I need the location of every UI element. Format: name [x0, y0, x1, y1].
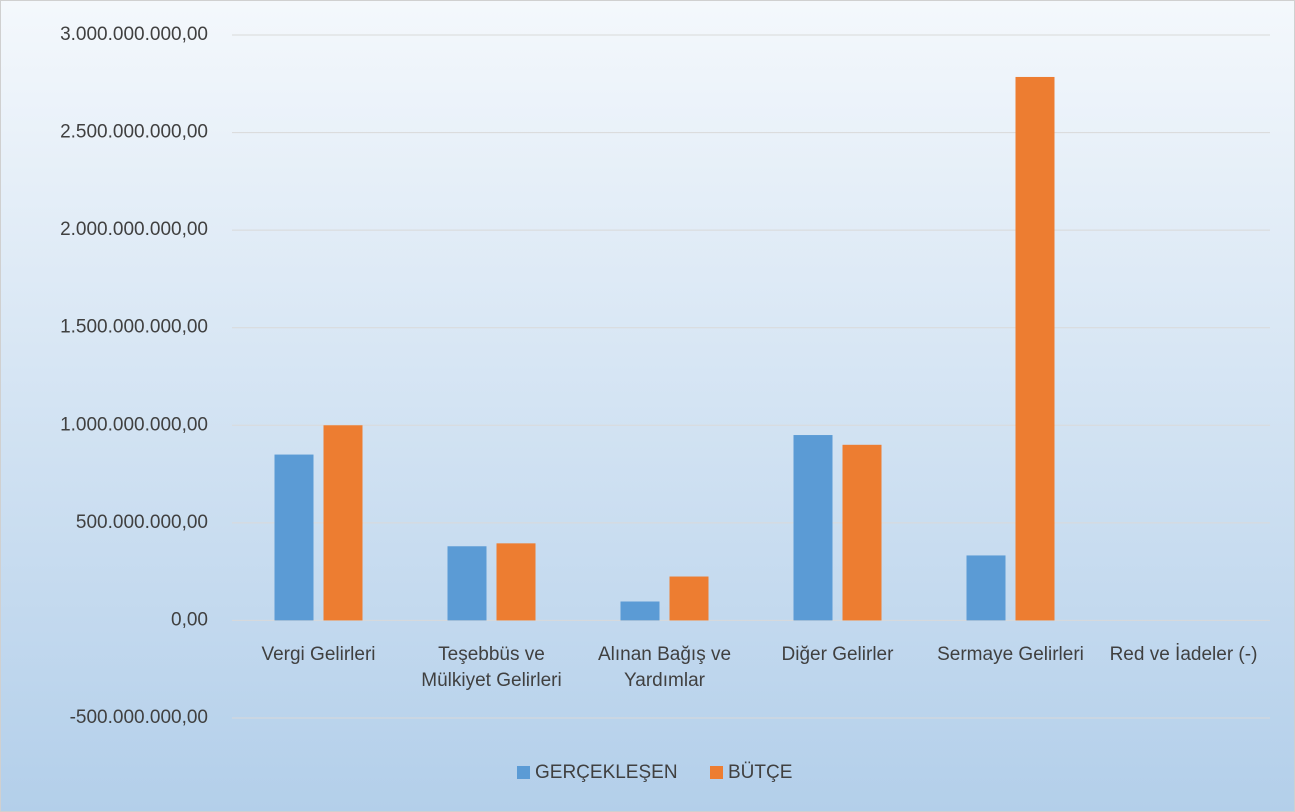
- x-tick-label: Teşebbüs ve Mülkiyet Gelirleri: [421, 644, 562, 691]
- y-tick-label: -500.000.000,00: [70, 707, 208, 728]
- legend-swatch: [710, 766, 723, 779]
- x-tick-label: Sermaye Gelirleri: [937, 644, 1084, 665]
- bar: [793, 435, 833, 621]
- bar: [274, 454, 314, 621]
- y-tick-label: 2.000.000.000,00: [60, 219, 208, 240]
- y-tick-label: 2.500.000.000,00: [60, 122, 208, 143]
- y-tick-label: 1.000.000.000,00: [60, 414, 208, 435]
- y-tick-label: 500.000.000,00: [76, 512, 208, 533]
- legend-label: BÜTÇE: [728, 762, 792, 783]
- legend-swatch: [517, 766, 530, 779]
- bar: [966, 555, 1006, 621]
- bar: [447, 546, 487, 621]
- bar: [669, 576, 709, 621]
- y-tick-label: 3.000.000.000,00: [60, 24, 208, 45]
- y-tick-label: 0,00: [171, 609, 208, 630]
- bar: [842, 444, 882, 621]
- bar: [1015, 76, 1055, 621]
- x-tick-label: Vergi Gelirleri: [261, 644, 376, 665]
- y-tick-label: 1.500.000.000,00: [60, 317, 208, 338]
- bar: [496, 543, 536, 621]
- x-tick-label: Alınan Bağış ve Yardımlar: [597, 644, 732, 691]
- bar: [323, 425, 363, 621]
- legend-label: GERÇEKLEŞEN: [535, 762, 678, 783]
- x-tick-label: Red ve İadeler (-): [1109, 644, 1258, 665]
- x-tick-label: Diğer Gelirler: [781, 644, 894, 665]
- bar: [620, 601, 660, 621]
